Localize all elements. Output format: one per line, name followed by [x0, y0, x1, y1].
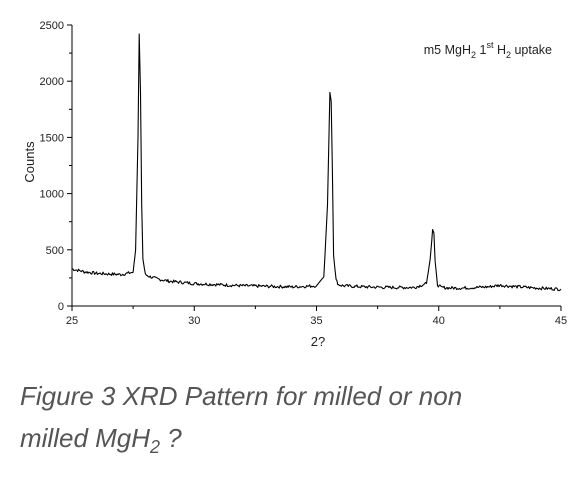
figure-caption: Figure 3 XRD Pattern for milled or non m… [20, 375, 570, 468]
y-axis-label: Counts [22, 141, 37, 183]
x-tick-label: 30 [188, 315, 200, 327]
x-tick-label: 40 [433, 315, 445, 327]
caption-line-2: milled MgH2 ? [20, 423, 182, 458]
legend-entry: m5 MgH2 1st H2 uptake [424, 40, 552, 60]
y-tick-label: 1500 [40, 132, 64, 144]
y-tick-label: 0 [58, 301, 64, 313]
y-tick-label: 2500 [40, 20, 64, 32]
y-tick-label: 2000 [40, 76, 64, 88]
caption-line-1: Figure 3 XRD Pattern for milled or non [20, 381, 463, 411]
y-axis-ticks: 0 500 1000 1500 2000 2500 [40, 20, 72, 313]
x-tick-label: 35 [310, 315, 322, 327]
x-axis-label: 2? [311, 334, 325, 349]
y-tick-label: 1000 [40, 189, 64, 201]
x-tick-label: 45 [555, 315, 567, 327]
x-axis-ticks: 25 30 35 40 45 [66, 306, 567, 327]
y-tick-label: 500 [46, 245, 64, 257]
x-tick-label: 25 [66, 315, 78, 327]
plot-area [71, 25, 562, 307]
xrd-chart: 25 30 35 40 45 0 500 1000 1500 2000 2500 2? Count… [22, 20, 567, 349]
series-line [72, 33, 562, 292]
